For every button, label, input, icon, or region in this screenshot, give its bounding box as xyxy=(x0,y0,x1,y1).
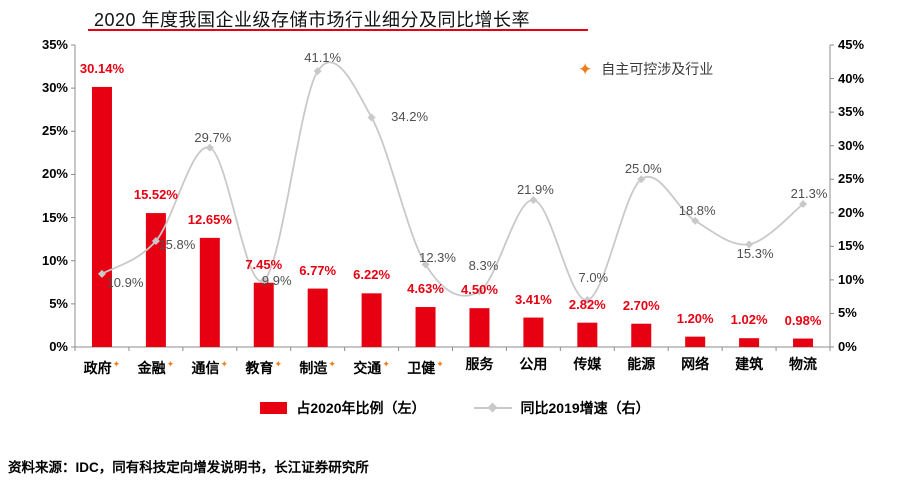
marker-diamond-icon xyxy=(151,236,160,245)
bar xyxy=(199,237,220,347)
autonomy-legend: ✦ 自主可控涉及行业 xyxy=(578,59,713,79)
marker-diamond-icon xyxy=(745,240,754,249)
title-underline xyxy=(88,29,588,31)
bar xyxy=(577,322,598,347)
bar xyxy=(523,317,544,347)
marker-diamond-icon xyxy=(691,216,700,225)
marker-diamond-icon xyxy=(205,143,214,152)
bar-series-swatch xyxy=(260,402,288,414)
marker-diamond-icon xyxy=(583,296,592,305)
bar xyxy=(739,338,760,347)
legend-item-bars: 占2020年比例（左） xyxy=(260,398,426,418)
marker-diamond-icon xyxy=(97,269,106,278)
marker-diamond-icon xyxy=(799,200,808,209)
bar xyxy=(91,86,112,347)
source-prefix: 资料来源： xyxy=(8,460,76,475)
legend-item-line: 同比2019增速（右） xyxy=(473,398,650,418)
bar xyxy=(793,338,814,347)
bar xyxy=(415,307,436,347)
bar xyxy=(469,308,490,347)
bar xyxy=(307,288,328,347)
marker-diamond-icon xyxy=(313,67,322,76)
autonomy-legend-label: 自主可控涉及行业 xyxy=(601,61,714,77)
marker-diamond-icon xyxy=(529,196,538,205)
line-series-label: 同比2019增速（右） xyxy=(520,400,650,416)
line-series-swatch xyxy=(473,407,512,409)
source-note: 资料来源：IDC，同有科技定向增发说明书，长江证券研究所 xyxy=(8,456,369,476)
marker-diamond-icon xyxy=(421,260,430,269)
bar-series-label: 占2020年比例（左） xyxy=(296,400,426,416)
source-text: IDC，同有科技定向增发说明书，长江证券研究所 xyxy=(75,460,369,475)
bar xyxy=(631,323,652,347)
star-icon: ✦ xyxy=(578,59,593,79)
bar xyxy=(361,293,382,347)
bar xyxy=(685,336,706,347)
bar xyxy=(253,282,274,347)
chart-title: 2020 年度我国企业级存储市场行业细分及同比增长率 xyxy=(94,10,531,30)
marker-diamond-icon xyxy=(637,175,646,184)
marker-diamond-icon xyxy=(259,276,268,285)
marker-diamond-icon xyxy=(367,113,376,122)
chart-legend: 占2020年比例（左） 同比2019增速（右） xyxy=(0,398,910,418)
marker-diamond-icon xyxy=(475,287,484,296)
bar xyxy=(145,213,166,347)
